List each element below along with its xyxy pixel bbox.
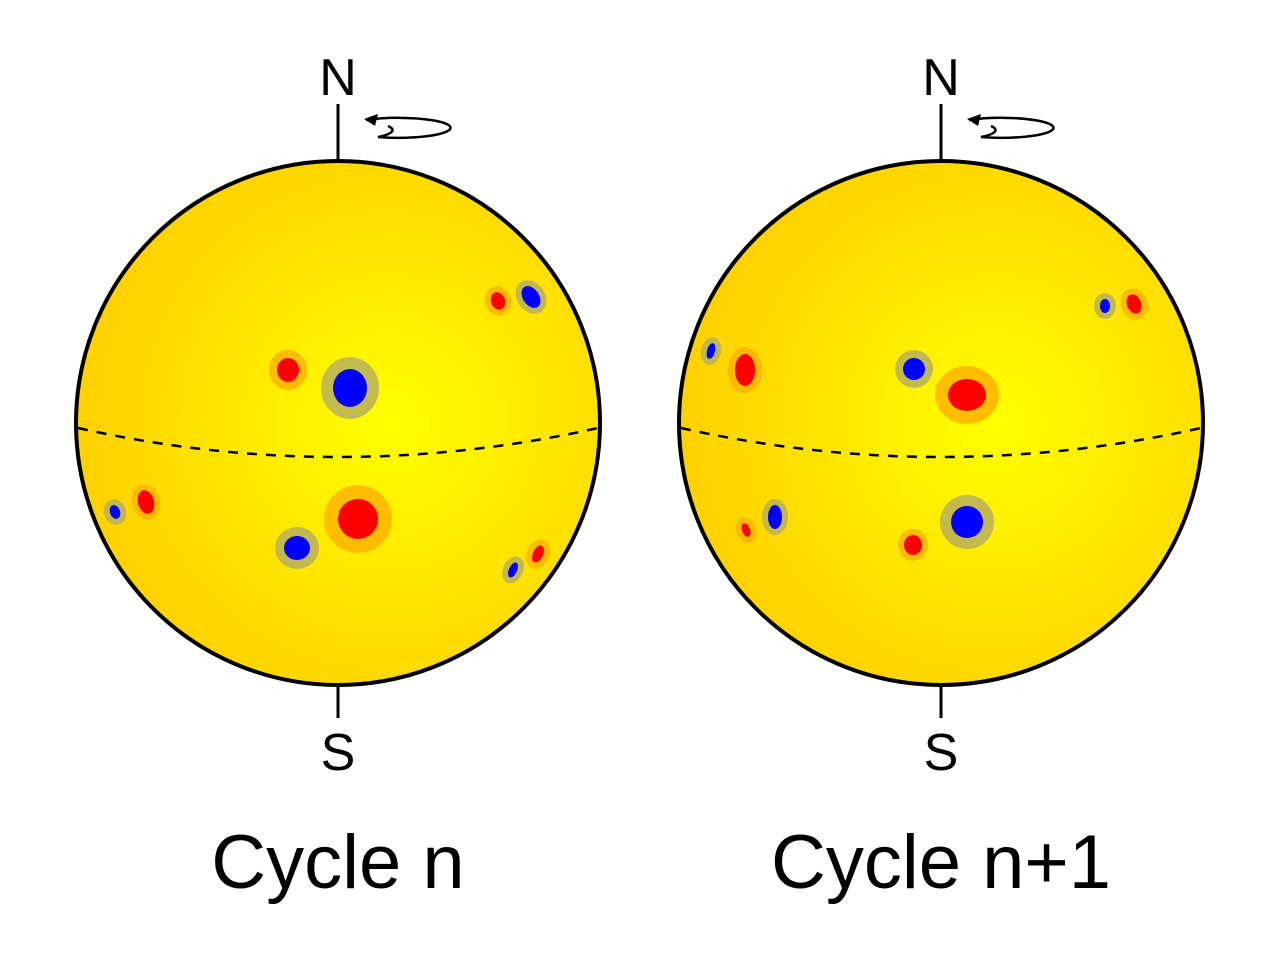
- negative-sunspot: [762, 499, 788, 535]
- sunspot-umbra: [904, 535, 922, 555]
- sunspot-umbra: [706, 343, 716, 359]
- south-pole-label: S: [321, 724, 356, 782]
- sun-sphere: [677, 159, 1205, 687]
- sunspot-umbra: [951, 506, 983, 538]
- positive-sunspot: [728, 347, 762, 393]
- north-pole-label: N: [922, 49, 960, 107]
- sunspot-umbra: [768, 505, 782, 529]
- positive-sunspot: [526, 539, 550, 569]
- negative-sunspot: [502, 556, 524, 584]
- sunspot-umbra: [532, 545, 544, 563]
- positive-sunspot: [484, 286, 512, 316]
- sunspot-umbra: [1126, 294, 1142, 314]
- negative-sunspot: [940, 495, 994, 549]
- panel-cycle-n: N S Cycle n: [74, 49, 602, 905]
- negative-sunspot: [895, 350, 933, 388]
- south-pole-label: S: [924, 724, 959, 782]
- sunspot-umbra: [137, 490, 155, 514]
- positive-sunspot: [935, 366, 999, 424]
- positive-sunspot: [131, 484, 161, 520]
- negative-sunspot: [275, 527, 319, 569]
- positive-sunspot: [1120, 288, 1148, 320]
- sun-sphere: [74, 159, 602, 687]
- panel-caption: Cycle n+1: [771, 820, 1111, 905]
- panel-cycle-n-plus-1: N S Cycle n+1: [677, 49, 1205, 905]
- positive-sunspot: [269, 350, 307, 390]
- sunspot-umbra: [284, 536, 310, 560]
- positive-sunspot: [735, 517, 757, 543]
- positive-sunspot: [324, 485, 392, 553]
- sunspot-umbra: [741, 523, 751, 537]
- sunspot-group: [103, 280, 550, 584]
- negative-sunspot: [321, 357, 379, 419]
- rotation-arrow-icon: [365, 116, 452, 140]
- sunspot-umbra: [735, 354, 755, 386]
- sunspot-umbra: [333, 369, 367, 407]
- sunspot-umbra: [1100, 299, 1110, 313]
- positive-sunspot: [898, 529, 928, 561]
- sunspot-umbra: [490, 292, 506, 310]
- sunspot-umbra: [109, 505, 121, 519]
- north-pole-label: N: [319, 49, 357, 107]
- sunspot-umbra: [948, 379, 986, 411]
- panel-caption: Cycle n: [211, 820, 464, 905]
- rotation-arrowhead-icon: [967, 114, 981, 126]
- sunspot-umbra: [521, 286, 541, 308]
- sunspot-umbra: [338, 499, 378, 539]
- negative-sunspot: [1094, 293, 1116, 319]
- negative-sunspot: [103, 499, 127, 525]
- sunspot-umbra: [277, 358, 299, 382]
- sunspot-umbra: [903, 358, 925, 380]
- negative-sunspot: [700, 337, 722, 365]
- sunspot-umbra: [508, 562, 518, 578]
- sunspot-group: [700, 288, 1148, 561]
- rotation-arrow-icon: [968, 116, 1055, 140]
- rotation-arrowhead-icon: [364, 114, 378, 126]
- negative-sunspot: [515, 280, 547, 314]
